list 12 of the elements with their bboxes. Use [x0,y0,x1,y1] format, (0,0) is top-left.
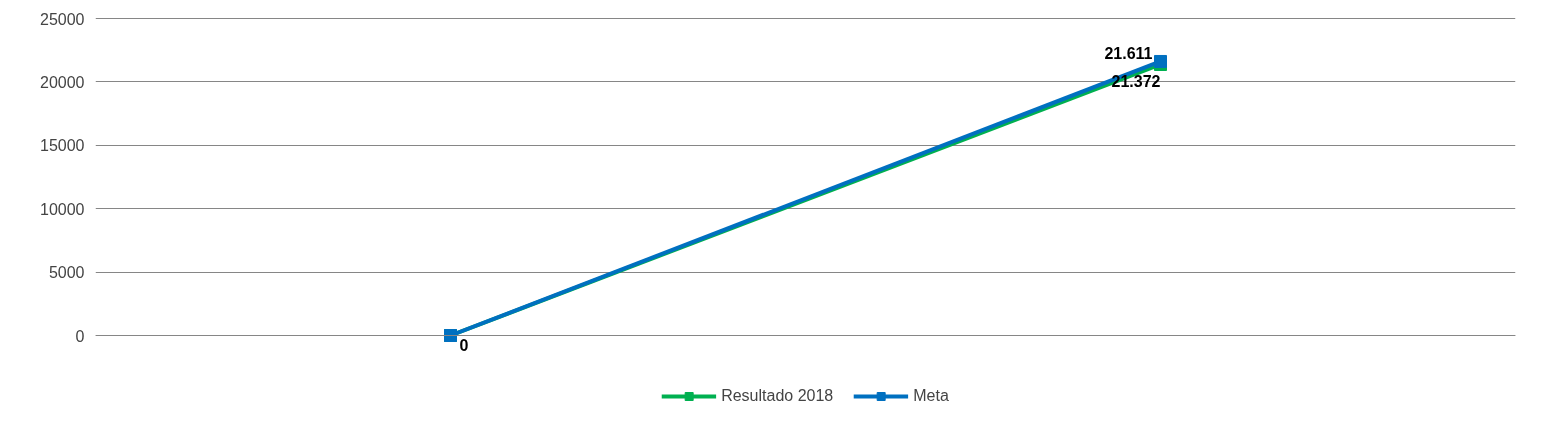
y-tick-label: 5000 [48,264,85,282]
data-label: 21.372 [1111,72,1161,90]
y-tick-label: 15000 [40,137,85,155]
data-label: 21.611 [1104,45,1153,63]
point [1154,54,1167,68]
data-label: 0 [459,336,469,354]
y-tick-label: 25000 [40,10,85,28]
legend-label: Meta [913,387,949,405]
y-tick-label: 10000 [40,200,85,218]
y-tick-label: 0 [75,327,85,345]
legend-label: Resultado 2018 [721,387,834,405]
y-tick-label: 20000 [40,73,85,91]
